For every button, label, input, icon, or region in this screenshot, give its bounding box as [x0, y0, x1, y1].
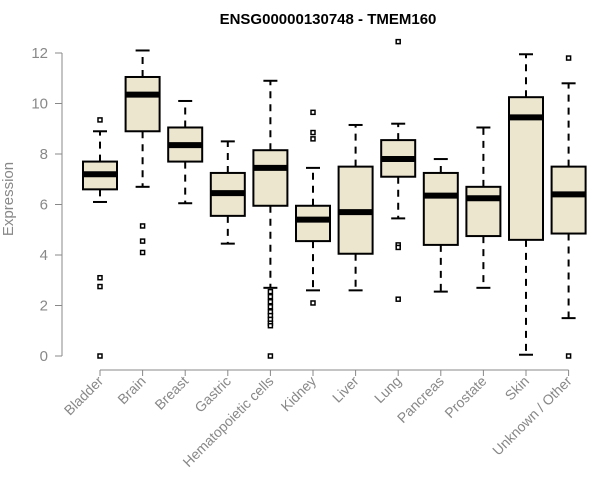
outlier-point — [139, 238, 146, 244]
x-tick-label: Liver — [329, 373, 362, 406]
outlier-point — [139, 223, 146, 229]
outlier-point — [395, 244, 401, 251]
y-tick-label: 10 — [31, 96, 48, 113]
x-tick-label: Lung — [371, 373, 404, 406]
iqr-box — [550, 165, 587, 235]
chart-title: ENSG00000130748 - TMEM160 — [220, 11, 437, 28]
box-skin — [508, 53, 544, 356]
box-unknown-other — [550, 55, 587, 359]
outlier-point — [267, 304, 274, 310]
iqr-box — [465, 185, 502, 238]
box-hematopoietic-cells — [252, 79, 289, 359]
box-lung — [380, 38, 417, 302]
outlier-point — [565, 55, 572, 61]
box-pancreas — [422, 158, 459, 293]
y-tick-label: 0 — [40, 348, 48, 365]
y-tick-label: 8 — [40, 146, 48, 163]
x-tick-label: Bladder — [61, 373, 107, 419]
box-kidney — [295, 109, 331, 306]
iqr-box — [508, 96, 544, 241]
iqr-box — [252, 149, 289, 207]
x-tick-label: Breast — [151, 373, 191, 413]
box-bladder — [82, 117, 118, 359]
outlier-point — [267, 353, 274, 359]
x-tick-label: Unknown / Other — [489, 373, 575, 459]
outlier-point — [267, 293, 274, 300]
outlier-point — [310, 136, 316, 142]
x-tick-label: Brain — [114, 373, 148, 407]
iqr-box — [295, 204, 331, 243]
outlier-point — [97, 274, 103, 281]
box-gastric — [209, 140, 246, 245]
boxes-layer — [82, 38, 587, 359]
outlier-point — [97, 353, 103, 359]
outlier-point — [310, 129, 316, 136]
iqr-box — [124, 75, 161, 133]
y-axis-label: Expression — [0, 162, 17, 236]
x-tick-label: Prostate — [441, 373, 489, 421]
outlier-point — [310, 300, 316, 306]
outlier-point — [267, 322, 274, 329]
y-tick-label: 4 — [40, 247, 48, 264]
box-breast — [167, 99, 204, 205]
box-prostate — [465, 126, 502, 289]
outlier-point — [395, 296, 401, 302]
box-brain — [124, 49, 161, 256]
y-tick-label: 2 — [40, 298, 48, 315]
x-tick-label: Pancreas — [394, 373, 447, 426]
y-tick-label: 6 — [40, 197, 48, 214]
x-tick-label: Gastric — [191, 373, 234, 416]
outlier-point — [395, 38, 401, 45]
outlier-point — [97, 283, 103, 290]
outlier-point — [267, 288, 274, 295]
outlier-point — [267, 298, 274, 305]
y-tick-label: 12 — [31, 45, 48, 62]
box-liver — [337, 123, 374, 292]
outlier-point — [139, 249, 146, 256]
outlier-point — [97, 117, 103, 123]
x-tick-label: Skin — [502, 373, 533, 404]
outlier-point — [565, 353, 572, 359]
y-axis-ticks: 0 2 4 6 8 10 12 — [31, 45, 62, 365]
x-tick-label: Kidney — [278, 373, 320, 415]
outlier-point — [310, 109, 316, 116]
iqr-box — [422, 171, 459, 246]
